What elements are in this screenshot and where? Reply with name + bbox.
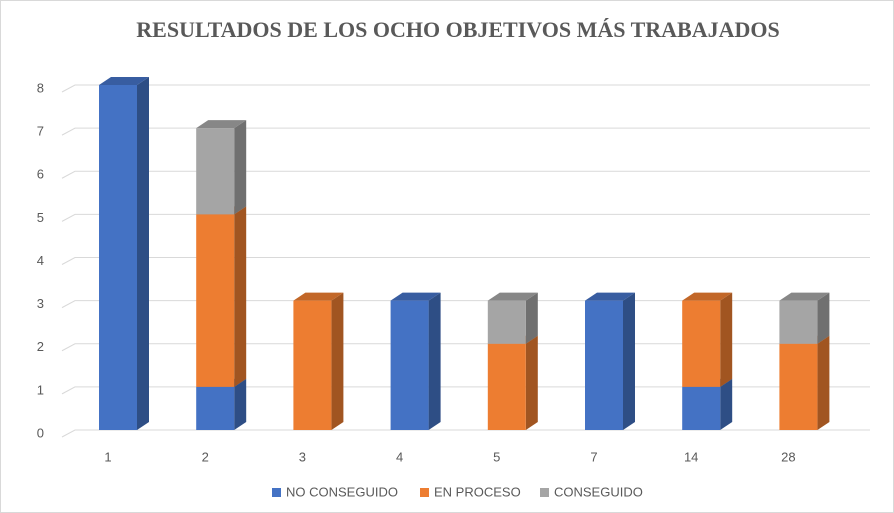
bar-top bbox=[487, 292, 538, 301]
bar bbox=[99, 85, 137, 430]
y-tick-label: 7 bbox=[37, 124, 44, 139]
grid-line bbox=[61, 213, 870, 222]
bar bbox=[293, 300, 332, 430]
x-tick-label: 3 bbox=[299, 449, 306, 464]
legend-swatch bbox=[272, 488, 281, 497]
bar bbox=[390, 300, 429, 430]
x-tick-label: 7 bbox=[590, 449, 597, 464]
y-tick-label: 8 bbox=[37, 80, 44, 95]
bar-top bbox=[99, 77, 149, 85]
legend-label: EN PROCESO bbox=[434, 484, 521, 499]
bar-side bbox=[525, 335, 538, 430]
bar-top bbox=[585, 292, 635, 301]
x-tick-label: 28 bbox=[781, 449, 795, 464]
chart-title: RESULTADOS DE LOS OCHO OBJETIVOS MÁS TRA… bbox=[136, 17, 779, 42]
y-tick-label: 2 bbox=[37, 339, 44, 354]
grid-line bbox=[61, 257, 870, 265]
bar bbox=[682, 300, 721, 387]
bar bbox=[487, 343, 526, 430]
bar bbox=[779, 300, 818, 344]
bar bbox=[682, 386, 721, 430]
y-tick-label: 6 bbox=[37, 167, 44, 182]
bar-side bbox=[720, 378, 733, 430]
bar bbox=[585, 300, 623, 430]
bar-side bbox=[720, 292, 733, 387]
bar-top bbox=[779, 292, 830, 301]
legend-swatch bbox=[540, 488, 549, 497]
legend-swatch bbox=[420, 488, 429, 497]
y-tick-label: 5 bbox=[37, 210, 44, 225]
grid-line bbox=[61, 170, 870, 179]
bar-top bbox=[390, 292, 441, 301]
bar-side bbox=[817, 292, 830, 344]
bar bbox=[196, 214, 235, 387]
y-tick-label: 4 bbox=[37, 253, 44, 268]
y-tick-label: 3 bbox=[37, 296, 44, 311]
bar-side bbox=[234, 120, 247, 215]
x-tick-label: 2 bbox=[202, 449, 209, 464]
bar-side bbox=[525, 292, 538, 344]
grid-line bbox=[61, 84, 870, 93]
bar-top bbox=[682, 292, 733, 301]
x-tick-label: 14 bbox=[684, 449, 698, 464]
legend-label: NO CONSEGUIDO bbox=[286, 484, 398, 499]
bar-side bbox=[234, 206, 247, 387]
legend-label: CONSEGUIDO bbox=[554, 484, 643, 499]
bar bbox=[196, 128, 235, 215]
bar-side bbox=[331, 292, 344, 430]
bar bbox=[196, 386, 235, 430]
bar-side bbox=[817, 335, 830, 430]
y-tick-label: 1 bbox=[37, 382, 44, 397]
bar-side bbox=[623, 292, 635, 430]
x-tick-label: 1 bbox=[104, 449, 111, 464]
bar-side bbox=[234, 378, 247, 430]
bar bbox=[779, 343, 818, 430]
x-tick-label: 4 bbox=[396, 449, 403, 464]
x-tick-label: 5 bbox=[493, 449, 500, 464]
bar-top bbox=[293, 292, 344, 301]
bar-top bbox=[196, 120, 247, 129]
bar bbox=[487, 300, 526, 344]
y-tick-label: 0 bbox=[37, 425, 44, 440]
bar-side bbox=[428, 292, 441, 430]
grid-line bbox=[61, 127, 870, 136]
bar-side bbox=[137, 77, 149, 430]
